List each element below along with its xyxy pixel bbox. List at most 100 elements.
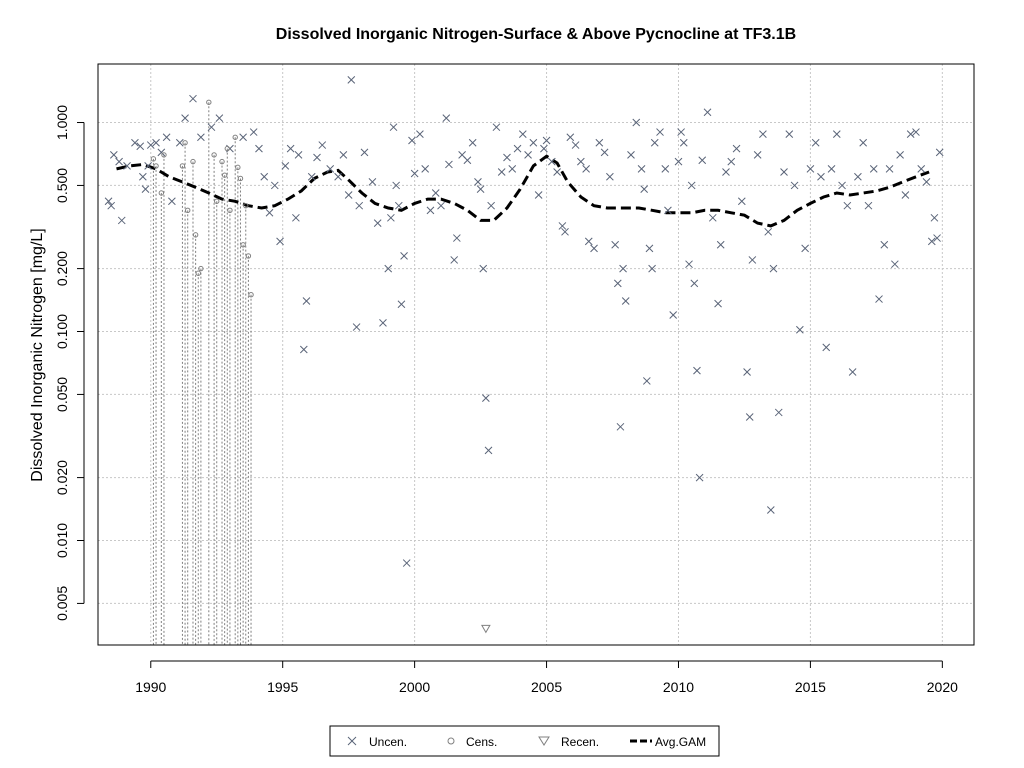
uncensored-point <box>503 154 510 161</box>
chart-title: Dissolved Inorganic Nitrogen-Surface & A… <box>276 26 796 43</box>
uncensored-point <box>427 207 434 214</box>
censored-drop-lines <box>153 102 251 645</box>
y-tick-label: 0.005 <box>54 586 70 621</box>
uncensored-point <box>395 202 402 209</box>
uncensored-point <box>271 182 278 189</box>
uncensored-point <box>738 198 745 205</box>
uncensored-point <box>168 198 175 205</box>
uncensored-point <box>477 186 484 193</box>
uncensored-point <box>870 165 877 172</box>
uncensored-point <box>860 139 867 146</box>
uncensored-point <box>480 265 487 272</box>
uncensored-point <box>791 182 798 189</box>
x-tick-label: 2005 <box>531 679 562 695</box>
uncensored-point <box>287 145 294 152</box>
uncensored-point <box>591 245 598 252</box>
uncensored-point <box>411 170 418 177</box>
uncensored-point <box>886 165 893 172</box>
uncensored-point <box>717 241 724 248</box>
uncensored-point <box>577 158 584 165</box>
uncensored-point <box>110 151 117 158</box>
uncensored-point <box>643 377 650 384</box>
uncensored-point <box>250 129 257 136</box>
uncensored-point <box>812 139 819 146</box>
uncensored-point <box>844 202 851 209</box>
uncensored-point <box>781 168 788 175</box>
uncensored-point <box>559 222 566 229</box>
uncensored-point <box>614 280 621 287</box>
uncensored-point <box>765 228 772 235</box>
gam-series <box>117 156 930 226</box>
y-tick-label: 0.020 <box>54 460 70 495</box>
uncensored-point <box>923 178 930 185</box>
uncensored-point <box>651 139 658 146</box>
uncensored-point <box>554 168 561 175</box>
uncensored-point <box>881 241 888 248</box>
x-axis: 1990 1995 2000 2005 2010 2015 2020 <box>135 661 958 695</box>
uncensored-point <box>469 139 476 146</box>
uncensored-point <box>912 129 919 136</box>
uncensored-point <box>854 173 861 180</box>
uncensored-point <box>485 447 492 454</box>
uncensored-point <box>828 165 835 172</box>
uncensored-point <box>300 346 307 353</box>
uncensored-point <box>638 165 645 172</box>
uncensored-point <box>163 134 170 141</box>
uncensored-point <box>897 151 904 158</box>
uncensored-point <box>680 139 687 146</box>
uncensored-point <box>443 115 450 122</box>
uncensored-point <box>453 235 460 242</box>
uncensored-point <box>493 124 500 131</box>
uncensored-point <box>572 142 579 149</box>
uncensored-point <box>197 134 204 141</box>
uncensored-point <box>596 139 603 146</box>
gam-line <box>117 156 930 226</box>
uncensored-point <box>345 191 352 198</box>
uncensored-point <box>670 311 677 318</box>
uncensored-point <box>902 191 909 198</box>
uncensored-point <box>390 124 397 131</box>
uncensored-point <box>646 245 653 252</box>
uncensored-point <box>744 369 751 376</box>
uncensored-point <box>749 256 756 263</box>
uncensored-point <box>617 423 624 430</box>
grid <box>98 64 974 645</box>
uncensored-point <box>704 109 711 116</box>
uncensored-point <box>543 137 550 144</box>
y-tick-label: 0.100 <box>54 314 70 349</box>
uncensored-point <box>340 151 347 158</box>
uncensored-point <box>641 186 648 193</box>
x-tick-label: 1995 <box>267 679 298 695</box>
uncensored-point <box>482 395 489 402</box>
points-layer <box>105 76 943 632</box>
uncensored-point <box>823 344 830 351</box>
uncensored-point <box>876 296 883 303</box>
uncensored-point <box>319 142 326 149</box>
uncensored-point <box>314 154 321 161</box>
uncensored-point <box>620 265 627 272</box>
uncensored-point <box>335 173 342 180</box>
uncensored-point <box>606 173 613 180</box>
legend-cens-label: Cens. <box>466 735 497 749</box>
uncensored-point <box>907 131 914 138</box>
uncensored-point <box>699 157 706 164</box>
uncensored-point <box>715 300 722 307</box>
uncensored-point <box>530 139 537 146</box>
y-tick-label: 0.200 <box>54 251 70 286</box>
uncensored-point <box>722 168 729 175</box>
uncensored-point <box>189 95 196 102</box>
uncensored-point <box>398 301 405 308</box>
uncensored-point <box>464 157 471 164</box>
uncensored-point <box>292 214 299 221</box>
uncensored-point <box>622 297 629 304</box>
uncensored-point <box>535 191 542 198</box>
y-axis: 0.005 0.010 0.020 0.050 0.100 0.200 0.500 1.000 <box>54 105 84 621</box>
y-tick-label: 0.010 <box>54 523 70 558</box>
uncensored-point <box>657 129 664 136</box>
uncensored-point <box>303 297 310 304</box>
uncensored-point <box>445 161 452 168</box>
uncensored-point <box>438 202 445 209</box>
uncensored-point <box>353 324 360 331</box>
uncensored-point <box>118 217 125 224</box>
